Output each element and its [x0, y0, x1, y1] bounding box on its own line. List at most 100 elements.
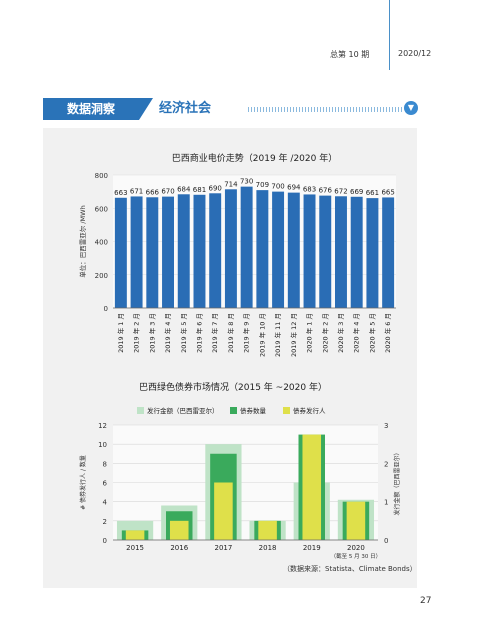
chart1-data-label: 670	[161, 188, 174, 196]
chart1-bar	[287, 192, 300, 308]
chart1-x-tick-label: 2019 年 6 月	[194, 313, 203, 353]
chart1-bar	[366, 198, 379, 308]
chart1-data-label: 663	[114, 189, 127, 197]
chart1-bar	[114, 197, 127, 308]
chart2-right-tick-label: 0	[384, 537, 388, 545]
issue-date: 2020/12	[398, 49, 432, 58]
chart1-x-tick-label: 2019 年 9 月	[242, 313, 251, 353]
chart1-data-label: 709	[256, 181, 269, 189]
chart2-issuer-bar	[125, 530, 145, 540]
chart1-data-label: 666	[146, 188, 160, 196]
section-banner: 数据洞察 经济社会 ▼	[43, 98, 418, 120]
chart1-x-tick-label: 2020 年 3 月	[336, 313, 345, 353]
chart2-legend-label: 债券数量	[240, 406, 267, 415]
chart1-x-tick-label: 2019 年 7 月	[210, 313, 219, 353]
chart2-issuer-bar	[258, 520, 277, 540]
chart1-x-tick-label: 2020 年 6 月	[383, 313, 392, 353]
chart1-data-label: 714	[224, 180, 238, 188]
chart2-issuer-bar	[346, 501, 366, 540]
chart2-x-tick-label: 2015	[126, 544, 144, 552]
chevron-down-icon: ▼	[404, 101, 418, 115]
banner-wedge	[139, 98, 153, 120]
banner-title: 数据洞察	[43, 98, 139, 120]
chart1-x-tick-label: 2020 年 4 月	[352, 313, 361, 353]
header-divider-line	[389, 0, 390, 70]
chart1-bar	[193, 194, 206, 308]
chart1-bar	[382, 197, 395, 308]
chart1-data-label: 669	[350, 188, 363, 196]
chart1-bar	[240, 186, 253, 308]
chart1-data-label: 700	[271, 183, 284, 191]
chart1-data-label: 683	[303, 185, 316, 193]
chart1-bar	[319, 195, 332, 308]
chart1-bar	[303, 194, 316, 308]
chart2-x-tick-label: 2016	[170, 544, 188, 552]
chart2-x-tick-label: 2020	[347, 544, 365, 552]
chart1-data-label: 730	[240, 178, 253, 186]
chart2-right-tick-label: 2	[384, 460, 388, 468]
chart1-bar	[350, 196, 363, 308]
chart1-y-tick-label: 600	[95, 205, 108, 213]
chart1-y-tick-label: 800	[95, 172, 108, 180]
chart1-data-label: 694	[287, 184, 301, 192]
chart2-left-tick-label: 6	[103, 480, 108, 488]
chart1-data-label: 681	[193, 186, 206, 194]
chart2-right-tick-label: 1	[384, 499, 388, 507]
chart1-x-tick-label: 2019 年 1 月	[116, 313, 125, 353]
chart2-issuer-bar	[302, 434, 322, 540]
banner-subtitle: 经济社会	[159, 101, 212, 116]
chart1-y-tick-label: 200	[95, 272, 108, 280]
chart1-x-tick-label: 2020 年 1 月	[305, 313, 314, 353]
chart1-bar	[162, 196, 175, 308]
chart1-bar	[177, 194, 190, 308]
chart1-x-tick-label: 2019 年 3 月	[147, 313, 156, 353]
source-note: （数据来源：Statista、Climate Bonds）	[283, 565, 417, 573]
issue-number: 总第 10 期	[330, 50, 370, 59]
chart1-x-tick-label: 2019 年 12 月	[289, 313, 298, 357]
chart2-legend-swatch	[137, 407, 144, 414]
chart1-data-label: 676	[319, 187, 333, 195]
chart1-x-tick-label: 2019 年 8 月	[226, 313, 235, 353]
chart1-y-tick-label: 400	[95, 239, 108, 247]
chart1-x-tick-label: 2020 年 5 月	[367, 313, 376, 353]
chart2-legend-label: 发行金额（巴西雷亚尔）	[147, 406, 219, 415]
chart1-bar	[334, 196, 347, 308]
chart2-x-tick-label: 2017	[215, 544, 233, 552]
chart1-y-tick-label: 0	[104, 305, 108, 313]
chart2-legend-swatch	[283, 407, 290, 414]
chart2-legend-label: 债券发行人	[293, 406, 326, 415]
chart2-title: 巴西绿色债券市场情况（2015 年 ~2020 年）	[139, 381, 327, 393]
chart1-data-label: 671	[130, 187, 143, 195]
chart1-x-tick-label: 2019 年 2 月	[132, 313, 141, 353]
chart2-right-axis-label: 发行金额（巴西雷亚尔）	[393, 449, 401, 515]
chart2-left-axis-label: # 债券发行人 / 数量	[79, 455, 87, 510]
page-number: 27	[420, 596, 432, 606]
chart1-x-tick-label: 2019 年 5 月	[179, 313, 188, 353]
chart2-issuer-bar	[214, 482, 233, 540]
chart2-category-note: （截至 5 月 30 日）	[331, 552, 382, 560]
chart2-x-tick-label: 2018	[259, 544, 277, 552]
chart1-bar	[256, 190, 269, 308]
chart2-left-tick-label: 2	[103, 518, 107, 526]
chart1-bar	[146, 197, 159, 308]
chart2-left-tick-label: 12	[98, 422, 107, 430]
chart1-data-label: 690	[209, 184, 222, 192]
chart1-data-label: 672	[334, 187, 347, 195]
chart1-bar	[130, 196, 143, 308]
chart1-bar	[209, 193, 222, 308]
chart1-y-axis-label: 单位：巴西雷亚尔 /MWh	[78, 205, 87, 277]
chart1-x-tick-label: 2019 年 4 月	[163, 313, 172, 353]
chart1-data-label: 661	[366, 189, 379, 197]
chart1-data-label: 665	[381, 188, 394, 196]
chart1-bar	[224, 189, 237, 308]
chart1-x-tick-label: 2019 年 10 月	[257, 313, 266, 357]
chart1-title: 巴西商业电价走势（2019 年 /2020 年）	[172, 152, 337, 164]
chart2-left-tick-label: 0	[103, 537, 107, 545]
chart2-issuer-bar	[169, 520, 189, 540]
chart1-x-tick-label: 2020 年 2 月	[320, 313, 329, 353]
chart2-left-tick-label: 10	[98, 441, 107, 449]
chart2-legend-swatch	[230, 407, 237, 414]
chart2-x-tick-label: 2019	[303, 544, 321, 552]
banner-rule	[248, 107, 403, 112]
